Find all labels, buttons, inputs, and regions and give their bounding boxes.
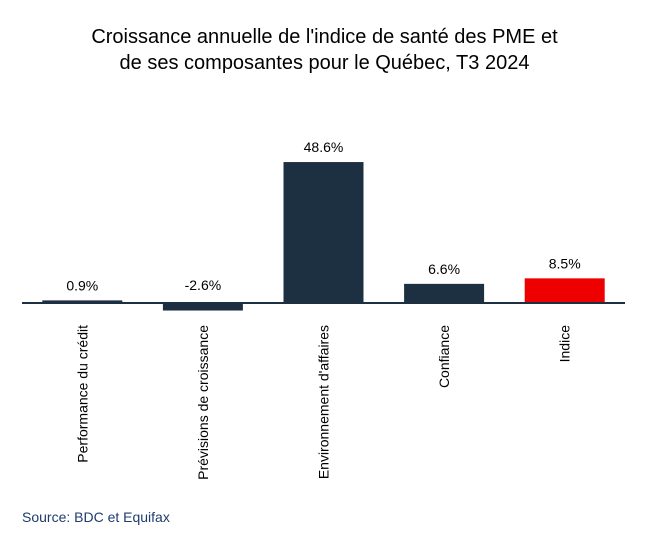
bar-1: [162, 303, 243, 311]
chart-title: Croissance annuelle de l'indice de santé…: [0, 24, 649, 76]
bar-2: [283, 162, 364, 303]
data-label-1: -2.6%: [185, 277, 222, 293]
bar-3: [404, 283, 485, 303]
data-label-0: 0.9%: [66, 277, 98, 293]
data-label-4: 8.5%: [549, 255, 581, 271]
category-label-4: Indice: [557, 325, 573, 363]
chart-title-line-2: de ses composantes pour le Québec, T3 20…: [119, 52, 530, 74]
category-label-2: Environnement d'affaires: [316, 325, 332, 479]
bar-0: [42, 300, 123, 303]
chart-title-line-1: Croissance annuelle de l'indice de santé…: [91, 26, 558, 48]
data-label-2: 48.6%: [304, 139, 344, 155]
category-label-0: Performance du crédit: [74, 325, 90, 463]
category-label-1: Prévisions de croissance: [195, 325, 211, 480]
source-note: Source: BDC et Equifax: [22, 509, 170, 525]
bar-4: [524, 278, 605, 303]
category-label-3: Confiance: [436, 325, 452, 388]
data-label-3: 6.6%: [428, 261, 460, 277]
